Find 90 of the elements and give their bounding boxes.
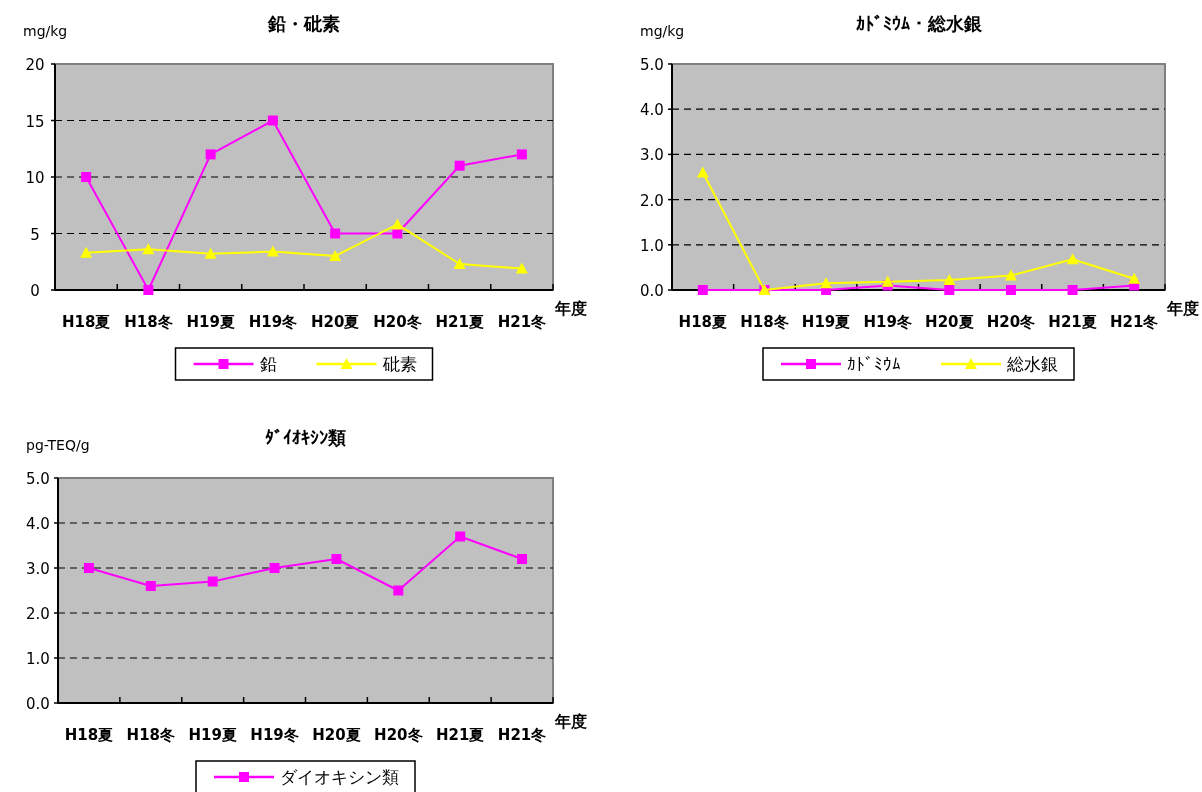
x-tick-label: H20冬 bbox=[374, 726, 423, 744]
point bbox=[205, 149, 216, 160]
point bbox=[80, 246, 93, 258]
x-axis-title: 年度 bbox=[1166, 299, 1199, 318]
point bbox=[943, 274, 956, 286]
point bbox=[391, 218, 404, 230]
point bbox=[515, 262, 528, 274]
point bbox=[944, 285, 955, 295]
x-tick-label: H18夏 bbox=[64, 726, 114, 744]
point bbox=[453, 258, 466, 270]
x-tick-label: H19夏 bbox=[801, 313, 851, 331]
chart-title: ｶﾄﾞﾐｳﾑ・総水銀 bbox=[855, 13, 983, 34]
x-tick-label: H21夏 bbox=[1048, 313, 1097, 331]
point bbox=[1067, 285, 1078, 295]
y-tick-label: 4.0 bbox=[640, 101, 664, 120]
x-axis-title: 年度 bbox=[554, 712, 587, 731]
x-tick-label: H18夏 bbox=[61, 313, 111, 331]
chart-title: 鉛・砒素 bbox=[267, 13, 340, 34]
legend-label: 砒素 bbox=[381, 354, 417, 374]
point bbox=[1128, 272, 1141, 284]
point bbox=[267, 115, 278, 126]
y-tick-label: 3.0 bbox=[26, 560, 50, 578]
x-tick-label: H18冬 bbox=[126, 726, 176, 744]
y-tick-label: 10 bbox=[25, 169, 45, 187]
point bbox=[517, 554, 528, 564]
y-tick-label: 1.0 bbox=[26, 650, 50, 668]
x-tick-label: H18冬 bbox=[124, 313, 173, 331]
point bbox=[697, 285, 708, 295]
y-tick-label: 5 bbox=[30, 225, 40, 244]
point bbox=[1066, 253, 1079, 265]
point bbox=[881, 275, 894, 287]
y-tick-label: 20 bbox=[25, 56, 45, 74]
y-tick-label: 5.0 bbox=[640, 56, 664, 74]
x-axis-title: 年度 bbox=[554, 299, 587, 318]
point bbox=[393, 585, 404, 596]
x-tick-label: H18夏 bbox=[678, 313, 728, 331]
point bbox=[820, 277, 833, 289]
x-tick-label: H19冬 bbox=[248, 313, 298, 331]
chart-title: ﾀﾞｲｵｷｼﾝ類 bbox=[265, 427, 346, 448]
point bbox=[204, 247, 217, 259]
point bbox=[330, 228, 341, 239]
point bbox=[696, 166, 709, 178]
point bbox=[81, 172, 92, 182]
point bbox=[329, 250, 342, 262]
x-tick-label: H20夏 bbox=[310, 313, 360, 331]
x-tick-label: H21冬 bbox=[497, 313, 547, 331]
x-tick-label: H20夏 bbox=[925, 313, 974, 331]
x-tick-label: H20冬 bbox=[373, 313, 422, 331]
y-tick-label: 15 bbox=[25, 112, 45, 131]
point bbox=[516, 149, 527, 160]
x-tick-label: H21冬 bbox=[1109, 313, 1159, 331]
legend-label: 総水銀 bbox=[1006, 354, 1058, 374]
y-axis-title: mg/kg bbox=[640, 23, 685, 39]
x-tick-label: H20夏 bbox=[312, 726, 361, 744]
y-tick-label: 0.0 bbox=[640, 282, 664, 300]
legend-label: 鉛 bbox=[259, 354, 277, 374]
x-tick-label: H19夏 bbox=[186, 313, 235, 331]
x-tick-label: H19夏 bbox=[188, 726, 237, 744]
y-axis-title: pg-TEQ/g bbox=[26, 437, 90, 453]
point bbox=[143, 285, 154, 295]
point bbox=[145, 581, 156, 591]
point bbox=[207, 576, 218, 587]
y-tick-label: 1.0 bbox=[640, 236, 664, 255]
point bbox=[455, 531, 466, 542]
y-tick-label: 0.0 bbox=[26, 695, 50, 713]
y-tick-label: 2.0 bbox=[26, 605, 50, 623]
legend-label: ダイオキシン類 bbox=[280, 767, 399, 787]
y-tick-label: 2.0 bbox=[640, 191, 664, 210]
x-tick-label: H19冬 bbox=[250, 726, 299, 744]
legend-label: ｶﾄﾞﾐｳﾑ bbox=[847, 354, 901, 374]
y-tick-label: 0 bbox=[30, 282, 40, 300]
x-tick-label: H21夏 bbox=[435, 313, 484, 331]
y-axis-title: mg/kg bbox=[23, 23, 68, 39]
point bbox=[83, 563, 94, 573]
y-tick-label: 3.0 bbox=[640, 146, 664, 165]
point bbox=[1004, 269, 1017, 281]
point bbox=[392, 228, 403, 239]
point bbox=[142, 243, 155, 255]
y-tick-label: 5.0 bbox=[26, 470, 50, 488]
x-tick-label: H19冬 bbox=[863, 313, 912, 331]
x-tick-label: H18冬 bbox=[740, 313, 789, 331]
point bbox=[1005, 285, 1016, 295]
point bbox=[266, 245, 279, 257]
x-tick-label: H20冬 bbox=[986, 313, 1036, 331]
x-tick-label: H21冬 bbox=[497, 726, 547, 744]
point bbox=[269, 563, 280, 573]
point bbox=[331, 554, 342, 564]
y-tick-label: 4.0 bbox=[26, 515, 50, 533]
point bbox=[454, 160, 465, 171]
x-tick-label: H21夏 bbox=[435, 726, 485, 744]
